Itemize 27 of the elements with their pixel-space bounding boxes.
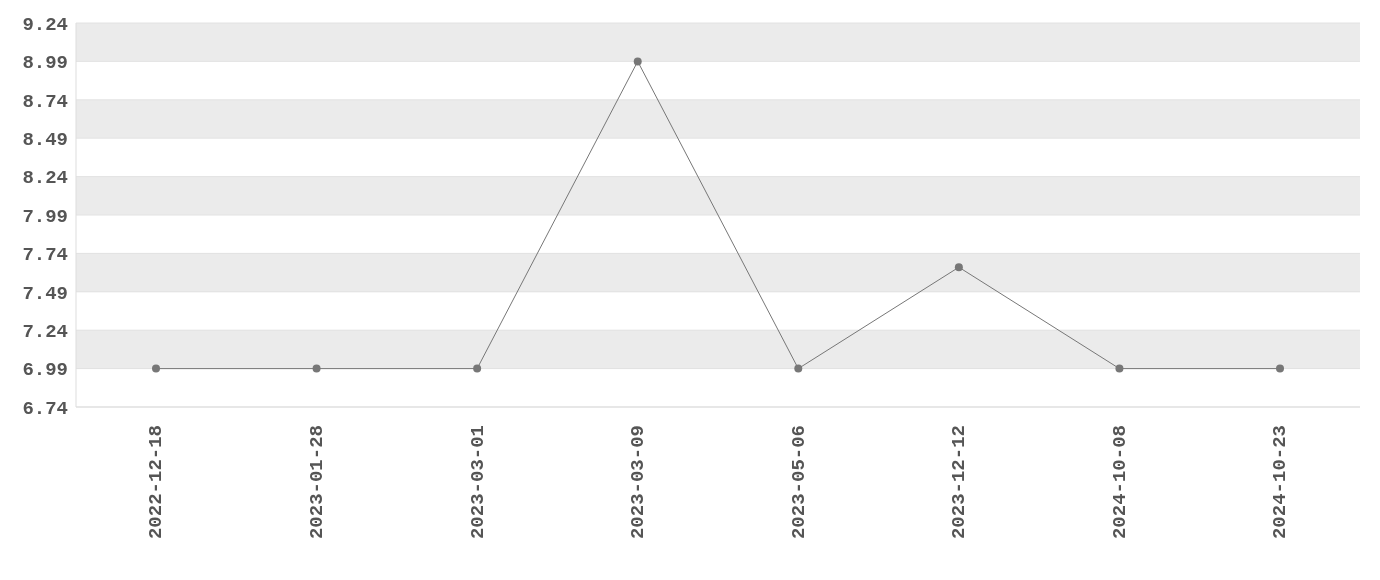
x-tick-label: 2024-10-08	[1108, 425, 1131, 540]
y-tick-label: 6.74	[22, 397, 68, 420]
point	[794, 364, 803, 373]
y-tick-label: 6.99	[22, 359, 68, 382]
point	[633, 57, 642, 66]
y-tick-label: 9.24	[22, 13, 68, 36]
y-tick-label: 7.49	[22, 282, 68, 305]
point	[152, 364, 160, 373]
y-tick-label: 8.74	[22, 90, 68, 113]
y-tick-label: 8.49	[22, 128, 68, 151]
x-tick-label: 2023-12-12	[948, 425, 971, 540]
point	[1115, 364, 1124, 373]
y-tick-label: 8.24	[22, 167, 68, 190]
point	[1276, 364, 1284, 373]
point	[473, 364, 482, 373]
x-tick-label: 2022-12-18	[145, 425, 168, 540]
x-tick-label: 2023-05-06	[787, 425, 810, 540]
x-tick-label: 2023-03-01	[466, 425, 489, 540]
x-tick-label: 2023-01-28	[306, 425, 329, 540]
y-tick-label: 7.99	[22, 205, 68, 228]
x-tick-label: 2023-03-09	[627, 425, 650, 540]
point	[312, 364, 321, 373]
x-tick-label: 2024-10-23	[1269, 425, 1292, 540]
y-tick-label: 7.24	[22, 320, 68, 343]
point	[954, 263, 963, 272]
y-tick-label: 8.99	[22, 52, 68, 75]
y-tick-label: 7.74	[22, 244, 68, 267]
